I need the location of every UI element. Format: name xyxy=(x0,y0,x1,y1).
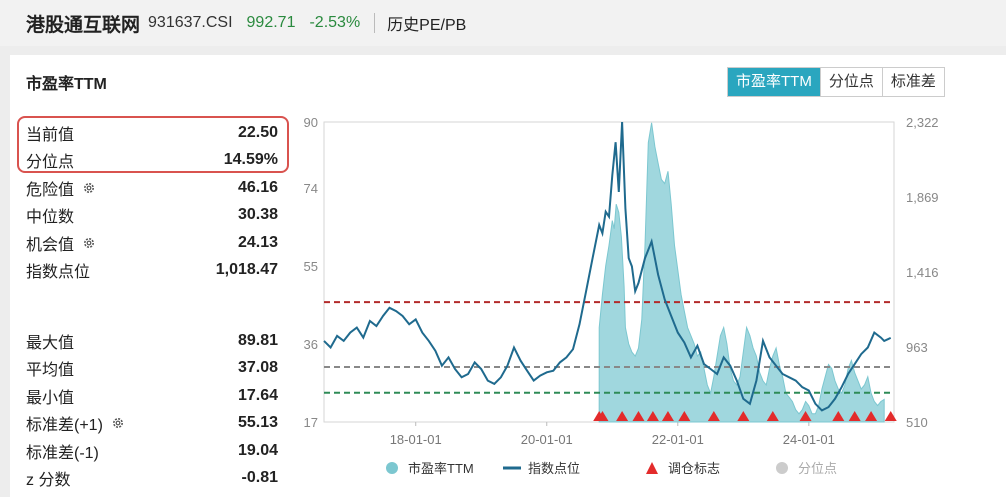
rebalance-marker xyxy=(678,411,691,421)
rebalance-marker xyxy=(646,411,659,421)
valuation-card: 市盈率TTM 市盈率TTM 分位点 标准差 当前值 22.50 分位点 14.5… xyxy=(10,55,1006,497)
stat-std-minus: 标准差(-1) 19.04 xyxy=(26,437,278,465)
rebalance-marker xyxy=(884,411,897,421)
legend-index-level-label: 指数点位 xyxy=(528,461,580,476)
stat-std-plus: 标准差(+1) 55.13 xyxy=(26,410,278,438)
legend-percentile-label: 分位点 xyxy=(798,461,837,476)
gear-icon[interactable] xyxy=(82,236,96,250)
current-value-highlight xyxy=(17,116,289,173)
stat-label: 中位数 xyxy=(26,209,75,227)
stat-label: 危险值 xyxy=(26,181,75,199)
rebalance-marker xyxy=(766,411,779,421)
index-price: 992.71 xyxy=(246,14,296,31)
stat-value: 46.16 xyxy=(237,178,278,196)
x-tick-label: 24-01-01 xyxy=(783,432,835,447)
stat-opportunity: 机会值 24.13 xyxy=(26,229,278,257)
stat-value: 89.81 xyxy=(237,331,278,349)
metric-tabs: 市盈率TTM 分位点 标准差 xyxy=(727,67,945,97)
index-code: 931637.CSI xyxy=(148,14,233,31)
x-tick-label: 18-01-01 xyxy=(390,432,442,447)
stat-value: 19.04 xyxy=(237,441,278,459)
stat-mean: 平均值 37.08 xyxy=(26,355,278,383)
y-left-tick-label: 17 xyxy=(304,415,318,430)
index-change: -2.53% xyxy=(309,14,361,31)
rebalance-marker xyxy=(661,411,674,421)
index-level-line xyxy=(323,121,892,412)
rebalance-marker xyxy=(707,411,720,421)
stat-label: 分位点 xyxy=(26,154,75,172)
stat-label: 标准差(-1) xyxy=(26,444,99,462)
rebalance-marker xyxy=(616,411,629,421)
header-divider xyxy=(374,13,376,33)
stat-label: 最大值 xyxy=(26,334,75,352)
stat-label: 指数点位 xyxy=(26,264,91,282)
stat-current-value: 当前值 22.50 xyxy=(26,119,278,147)
card-title: 市盈率TTM xyxy=(26,76,107,93)
stat-max: 最大值 89.81 xyxy=(26,327,278,355)
y-left-tick-label: 74 xyxy=(304,181,318,196)
stat-value: 30.38 xyxy=(237,206,278,224)
page-title[interactable]: 历史PE/PB xyxy=(387,17,467,34)
tab-std-dev[interactable]: 标准差 xyxy=(881,68,944,96)
y-left-tick-label: 55 xyxy=(304,259,318,274)
stats-panel: 当前值 22.50 分位点 14.59% 危险值 46.16 中位数 30.38… xyxy=(26,119,278,492)
stat-label: 最小值 xyxy=(26,389,75,407)
stat-label: 标准差(+1) xyxy=(26,417,103,435)
y-right-tick-label: 1,416 xyxy=(906,265,939,280)
rebalance-marker xyxy=(799,411,812,421)
stat-label: 机会值 xyxy=(26,236,75,254)
rebalance-marker xyxy=(737,411,750,421)
tab-percentile[interactable]: 分位点 xyxy=(819,68,882,96)
tab-pe-ttm[interactable]: 市盈率TTM xyxy=(728,68,820,96)
gear-icon[interactable] xyxy=(82,181,96,195)
stat-median: 中位数 30.38 xyxy=(26,202,278,230)
legend-rebalance-swatch xyxy=(646,462,658,474)
x-tick-label: 20-01-01 xyxy=(521,432,573,447)
y-right-tick-label: 1,869 xyxy=(906,190,939,205)
stat-z-score: z 分数 -0.81 xyxy=(26,465,278,493)
rebalance-marker xyxy=(596,411,609,421)
stat-label: z 分数 xyxy=(26,472,71,490)
legend-pe-ttm-swatch xyxy=(386,462,398,474)
stat-label: 平均值 xyxy=(26,362,75,380)
legend-rebalance-label: 调仓标志 xyxy=(668,461,720,476)
rebalance-marker xyxy=(832,411,845,421)
stat-value: 24.13 xyxy=(237,233,278,251)
stat-value: 1,018.47 xyxy=(215,261,278,279)
rebalance-marker xyxy=(848,411,861,421)
stat-label: 当前值 xyxy=(26,126,75,144)
stat-value: 55.13 xyxy=(237,414,278,432)
pe-ttm-area xyxy=(598,122,885,423)
index-header: 港股通互联网 931637.CSI 992.71 -2.53% 历史PE/PB xyxy=(0,0,1006,46)
legend-pe-ttm-label: 市盈率TTM xyxy=(408,461,474,476)
index-name: 港股通互联网 xyxy=(26,14,141,36)
legend-percentile-swatch xyxy=(776,462,788,474)
pe-chart[interactable]: 90 74 55 36 17 2,322 1,869 1,416 963 510 18-01-01 2… xyxy=(282,55,982,497)
rebalance-marker xyxy=(865,411,878,421)
y-left-tick-label: 36 xyxy=(304,337,318,352)
stat-value: 37.08 xyxy=(237,359,278,377)
stat-value: -0.81 xyxy=(241,469,278,487)
stat-value: 14.59% xyxy=(223,151,278,169)
y-right-tick-label: 2,322 xyxy=(906,115,939,130)
stat-index-level: 指数点位 1,018.47 xyxy=(26,257,278,285)
stat-min: 最小值 17.64 xyxy=(26,382,278,410)
gear-icon[interactable] xyxy=(111,416,125,430)
y-left-tick-label: 90 xyxy=(304,115,318,130)
x-tick-label: 22-01-01 xyxy=(652,432,704,447)
y-right-tick-label: 510 xyxy=(906,415,928,430)
stat-percentile: 分位点 14.59% xyxy=(26,147,278,175)
stat-value: 22.50 xyxy=(237,123,278,141)
rebalance-marker xyxy=(632,411,645,421)
stat-danger: 危险值 46.16 xyxy=(26,174,278,202)
stat-value: 17.64 xyxy=(237,386,278,404)
y-right-tick-label: 963 xyxy=(906,340,928,355)
